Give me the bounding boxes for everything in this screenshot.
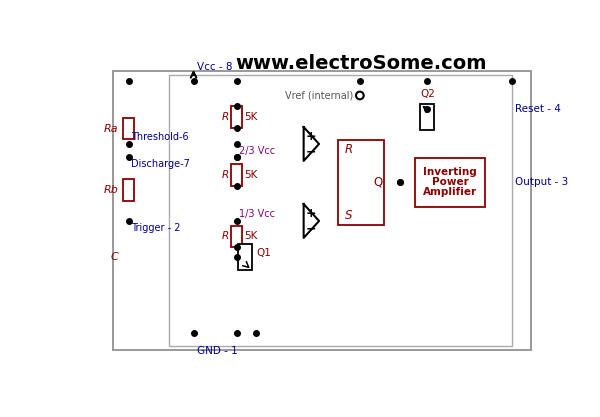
Text: www.electroSome.com: www.electroSome.com: [236, 54, 487, 73]
Polygon shape: [304, 127, 319, 161]
Text: 5K: 5K: [244, 112, 258, 122]
Text: −: −: [306, 145, 316, 158]
Bar: [238, 244, 252, 270]
Text: Output - 3: Output - 3: [515, 178, 569, 188]
Bar: [338, 140, 385, 225]
Text: Inverting: Inverting: [423, 168, 477, 178]
Bar: [231, 226, 242, 247]
Bar: [124, 179, 134, 201]
Polygon shape: [304, 204, 319, 238]
Text: 1/3 Vcc: 1/3 Vcc: [239, 209, 275, 219]
Text: R: R: [222, 112, 229, 122]
Text: GND - 1: GND - 1: [197, 347, 238, 357]
Text: Rb: Rb: [103, 185, 118, 195]
Bar: [231, 164, 242, 186]
Text: Vcc - 8: Vcc - 8: [197, 62, 232, 72]
Text: Threshold-6: Threshold-6: [131, 132, 189, 142]
Text: R: R: [222, 231, 229, 241]
Bar: [124, 118, 134, 139]
Bar: [415, 158, 485, 207]
Text: Q: Q: [374, 176, 383, 189]
Text: 5K: 5K: [244, 231, 258, 241]
Bar: [113, 71, 531, 350]
Text: +: +: [306, 207, 317, 220]
Text: Vref (internal): Vref (internal): [286, 90, 353, 100]
Text: 2/3 Vcc: 2/3 Vcc: [239, 146, 275, 156]
Text: +: +: [306, 130, 317, 143]
Bar: [231, 106, 242, 128]
Text: C: C: [110, 252, 118, 262]
Text: Reset - 4: Reset - 4: [515, 104, 561, 114]
Text: R: R: [344, 143, 353, 156]
Bar: [169, 75, 512, 347]
Text: Amplifier: Amplifier: [423, 188, 477, 198]
Text: Power: Power: [431, 178, 469, 188]
Text: Q1: Q1: [257, 248, 272, 258]
Text: Ra: Ra: [103, 123, 118, 133]
Text: Discharge-7: Discharge-7: [131, 158, 190, 168]
Text: 5K: 5K: [244, 170, 258, 180]
Text: R: R: [222, 170, 229, 180]
Text: Trigger - 2: Trigger - 2: [131, 223, 181, 233]
Text: S: S: [344, 209, 352, 222]
Bar: [420, 104, 434, 130]
Text: Q2: Q2: [421, 88, 436, 98]
Text: −: −: [306, 222, 316, 235]
